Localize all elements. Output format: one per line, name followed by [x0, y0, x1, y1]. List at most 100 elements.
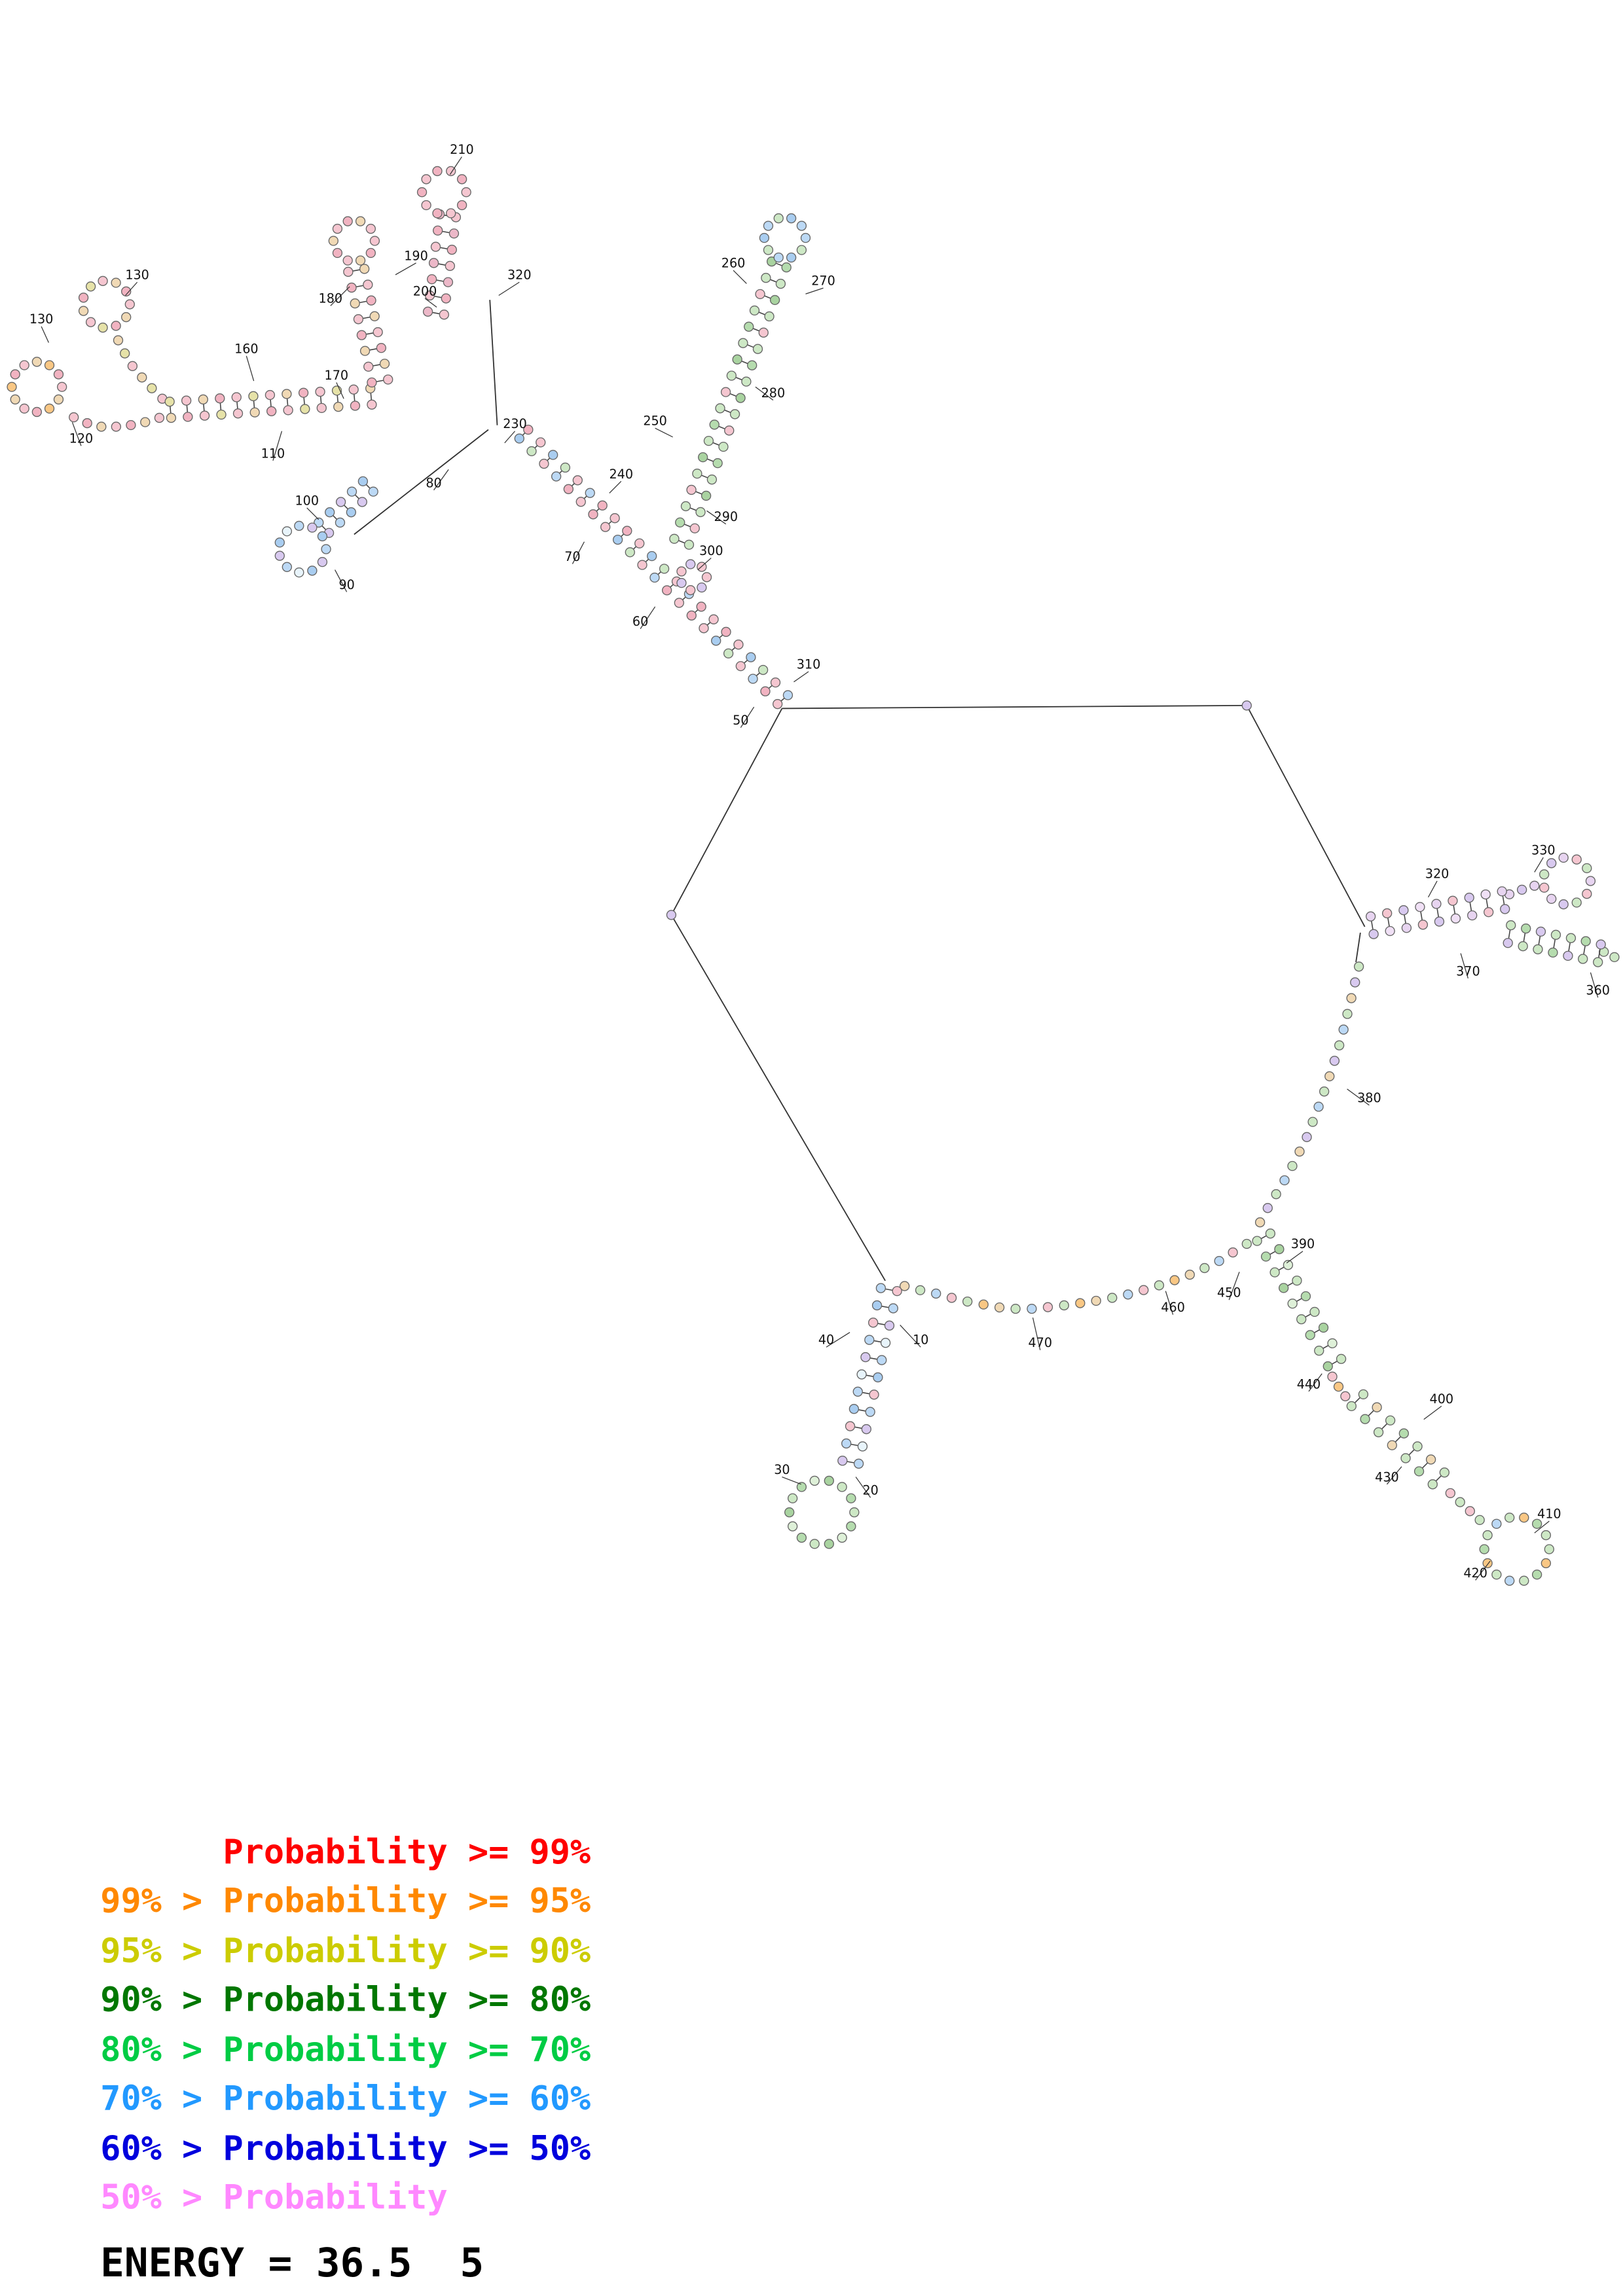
- nucleotide-dot: [183, 412, 193, 422]
- nucleotide-dot: [321, 544, 331, 554]
- nucleotide-dot: [1541, 1558, 1552, 1569]
- nucleotide-dot: [367, 377, 377, 388]
- nucleotide-dot: [1309, 1306, 1320, 1318]
- nucleotide-dot: [1519, 1513, 1529, 1523]
- nucleotide-dot: [78, 306, 89, 316]
- nucleotide-dot: [1274, 1244, 1285, 1255]
- nucleotide-dot: [1228, 1247, 1238, 1258]
- nucleotide-dot: [274, 537, 285, 548]
- backbone-line: [670, 708, 783, 916]
- position-label: 450: [1217, 1285, 1241, 1300]
- nucleotide-dot: [709, 420, 720, 430]
- nucleotide-dot: [368, 486, 378, 497]
- nucleotide-dot: [317, 531, 328, 542]
- label-tick: [1534, 1520, 1550, 1534]
- nucleotide-dot: [1427, 1479, 1438, 1490]
- nucleotide-dot: [307, 522, 318, 533]
- position-label: 310: [797, 657, 821, 672]
- nucleotide-dot: [744, 321, 754, 332]
- nucleotide-dot: [900, 1281, 910, 1291]
- nucleotide-dot: [787, 1493, 798, 1503]
- nucleotide-dot: [1482, 1530, 1493, 1541]
- nucleotide-dot: [126, 420, 136, 431]
- nucleotide-dot: [416, 187, 428, 198]
- nucleotide-dot: [1503, 938, 1513, 948]
- nucleotide-dot: [300, 404, 310, 414]
- nucleotide-dot: [44, 403, 55, 414]
- nucleotide-dot: [53, 394, 64, 404]
- nucleotide-dot: [588, 509, 598, 520]
- nucleotide-dot: [796, 1482, 807, 1492]
- nucleotide-dot: [124, 299, 135, 310]
- nucleotide-dot: [703, 435, 714, 446]
- nucleotide-dot: [860, 1352, 871, 1363]
- label-tick: [826, 1332, 850, 1348]
- nucleotide-dot: [536, 437, 546, 448]
- nucleotide-dot: [19, 403, 29, 414]
- nucleotide-dot: [539, 458, 549, 469]
- nucleotide-dot: [864, 1335, 875, 1345]
- nucleotide-dot: [1450, 913, 1461, 924]
- nucleotide-dot: [597, 500, 608, 511]
- nucleotide-dot: [1425, 1454, 1436, 1465]
- nucleotide-dot: [363, 361, 374, 372]
- nucleotide-dot: [712, 457, 723, 469]
- nucleotide-dot: [216, 409, 227, 420]
- nucleotide-dot: [456, 174, 467, 185]
- nucleotide-dot: [1546, 858, 1557, 869]
- nucleotide-dot: [746, 652, 756, 662]
- nucleotide-dot: [456, 200, 467, 211]
- nucleotide-dot: [461, 187, 471, 198]
- nucleotide-dot: [572, 475, 583, 486]
- nucleotide-dot: [282, 562, 292, 572]
- nucleotide-dot: [689, 523, 700, 533]
- nucleotide-dot: [140, 417, 151, 427]
- label-tick: [855, 1477, 871, 1498]
- label-tick: [71, 422, 82, 446]
- position-label: 160: [234, 341, 259, 356]
- nucleotide-dot: [575, 497, 586, 507]
- legend-line-95: 99% > Probability >= 95%: [100, 1881, 591, 1920]
- nucleotide-dot: [684, 539, 695, 550]
- nucleotide-dot: [365, 223, 376, 234]
- nucleotide-dot: [282, 389, 292, 399]
- position-label: 190: [404, 248, 428, 263]
- nucleotide-dot: [661, 585, 672, 596]
- nucleotide-dot: [335, 497, 346, 507]
- nucleotide-dot: [1565, 933, 1577, 943]
- position-label: 230: [503, 416, 527, 431]
- nucleotide-dot: [873, 1372, 883, 1383]
- nucleotide-dot: [849, 1507, 860, 1518]
- nucleotide-dot: [600, 522, 611, 532]
- nucleotide-dot: [1184, 1269, 1195, 1280]
- nucleotide-dot: [729, 409, 740, 420]
- nucleotide-dot: [786, 213, 797, 224]
- nucleotide-dot: [325, 507, 335, 518]
- position-label: 250: [643, 414, 667, 429]
- nucleotide-dot: [98, 276, 108, 286]
- nucleotide-dot: [1360, 1414, 1370, 1424]
- nucleotide-dot: [781, 262, 792, 273]
- nucleotide-dot: [1585, 876, 1596, 886]
- label-tick: [504, 431, 515, 444]
- position-label: 290: [714, 509, 739, 524]
- nucleotide-dot: [892, 1285, 902, 1297]
- nucleotide-dot: [1500, 904, 1510, 914]
- nucleotide-dot: [676, 566, 687, 577]
- position-label: 200: [413, 283, 437, 298]
- nucleotide-dot: [676, 577, 687, 588]
- nucleotide-dot: [198, 394, 208, 404]
- nucleotide-dot: [164, 396, 175, 407]
- nucleotide-dot: [1539, 869, 1550, 880]
- nucleotide-dot: [715, 403, 725, 414]
- label-tick: [609, 480, 622, 493]
- nucleotide-dot: [1415, 902, 1425, 912]
- nucleotide-dot: [359, 264, 370, 274]
- nucleotide-dot: [379, 359, 390, 369]
- nucleotide-dot: [1241, 700, 1252, 711]
- nucleotide-dot: [181, 395, 192, 406]
- nucleotide-dot: [1529, 880, 1540, 891]
- backbone-line: [1355, 932, 1361, 963]
- nucleotide-dot: [7, 382, 17, 392]
